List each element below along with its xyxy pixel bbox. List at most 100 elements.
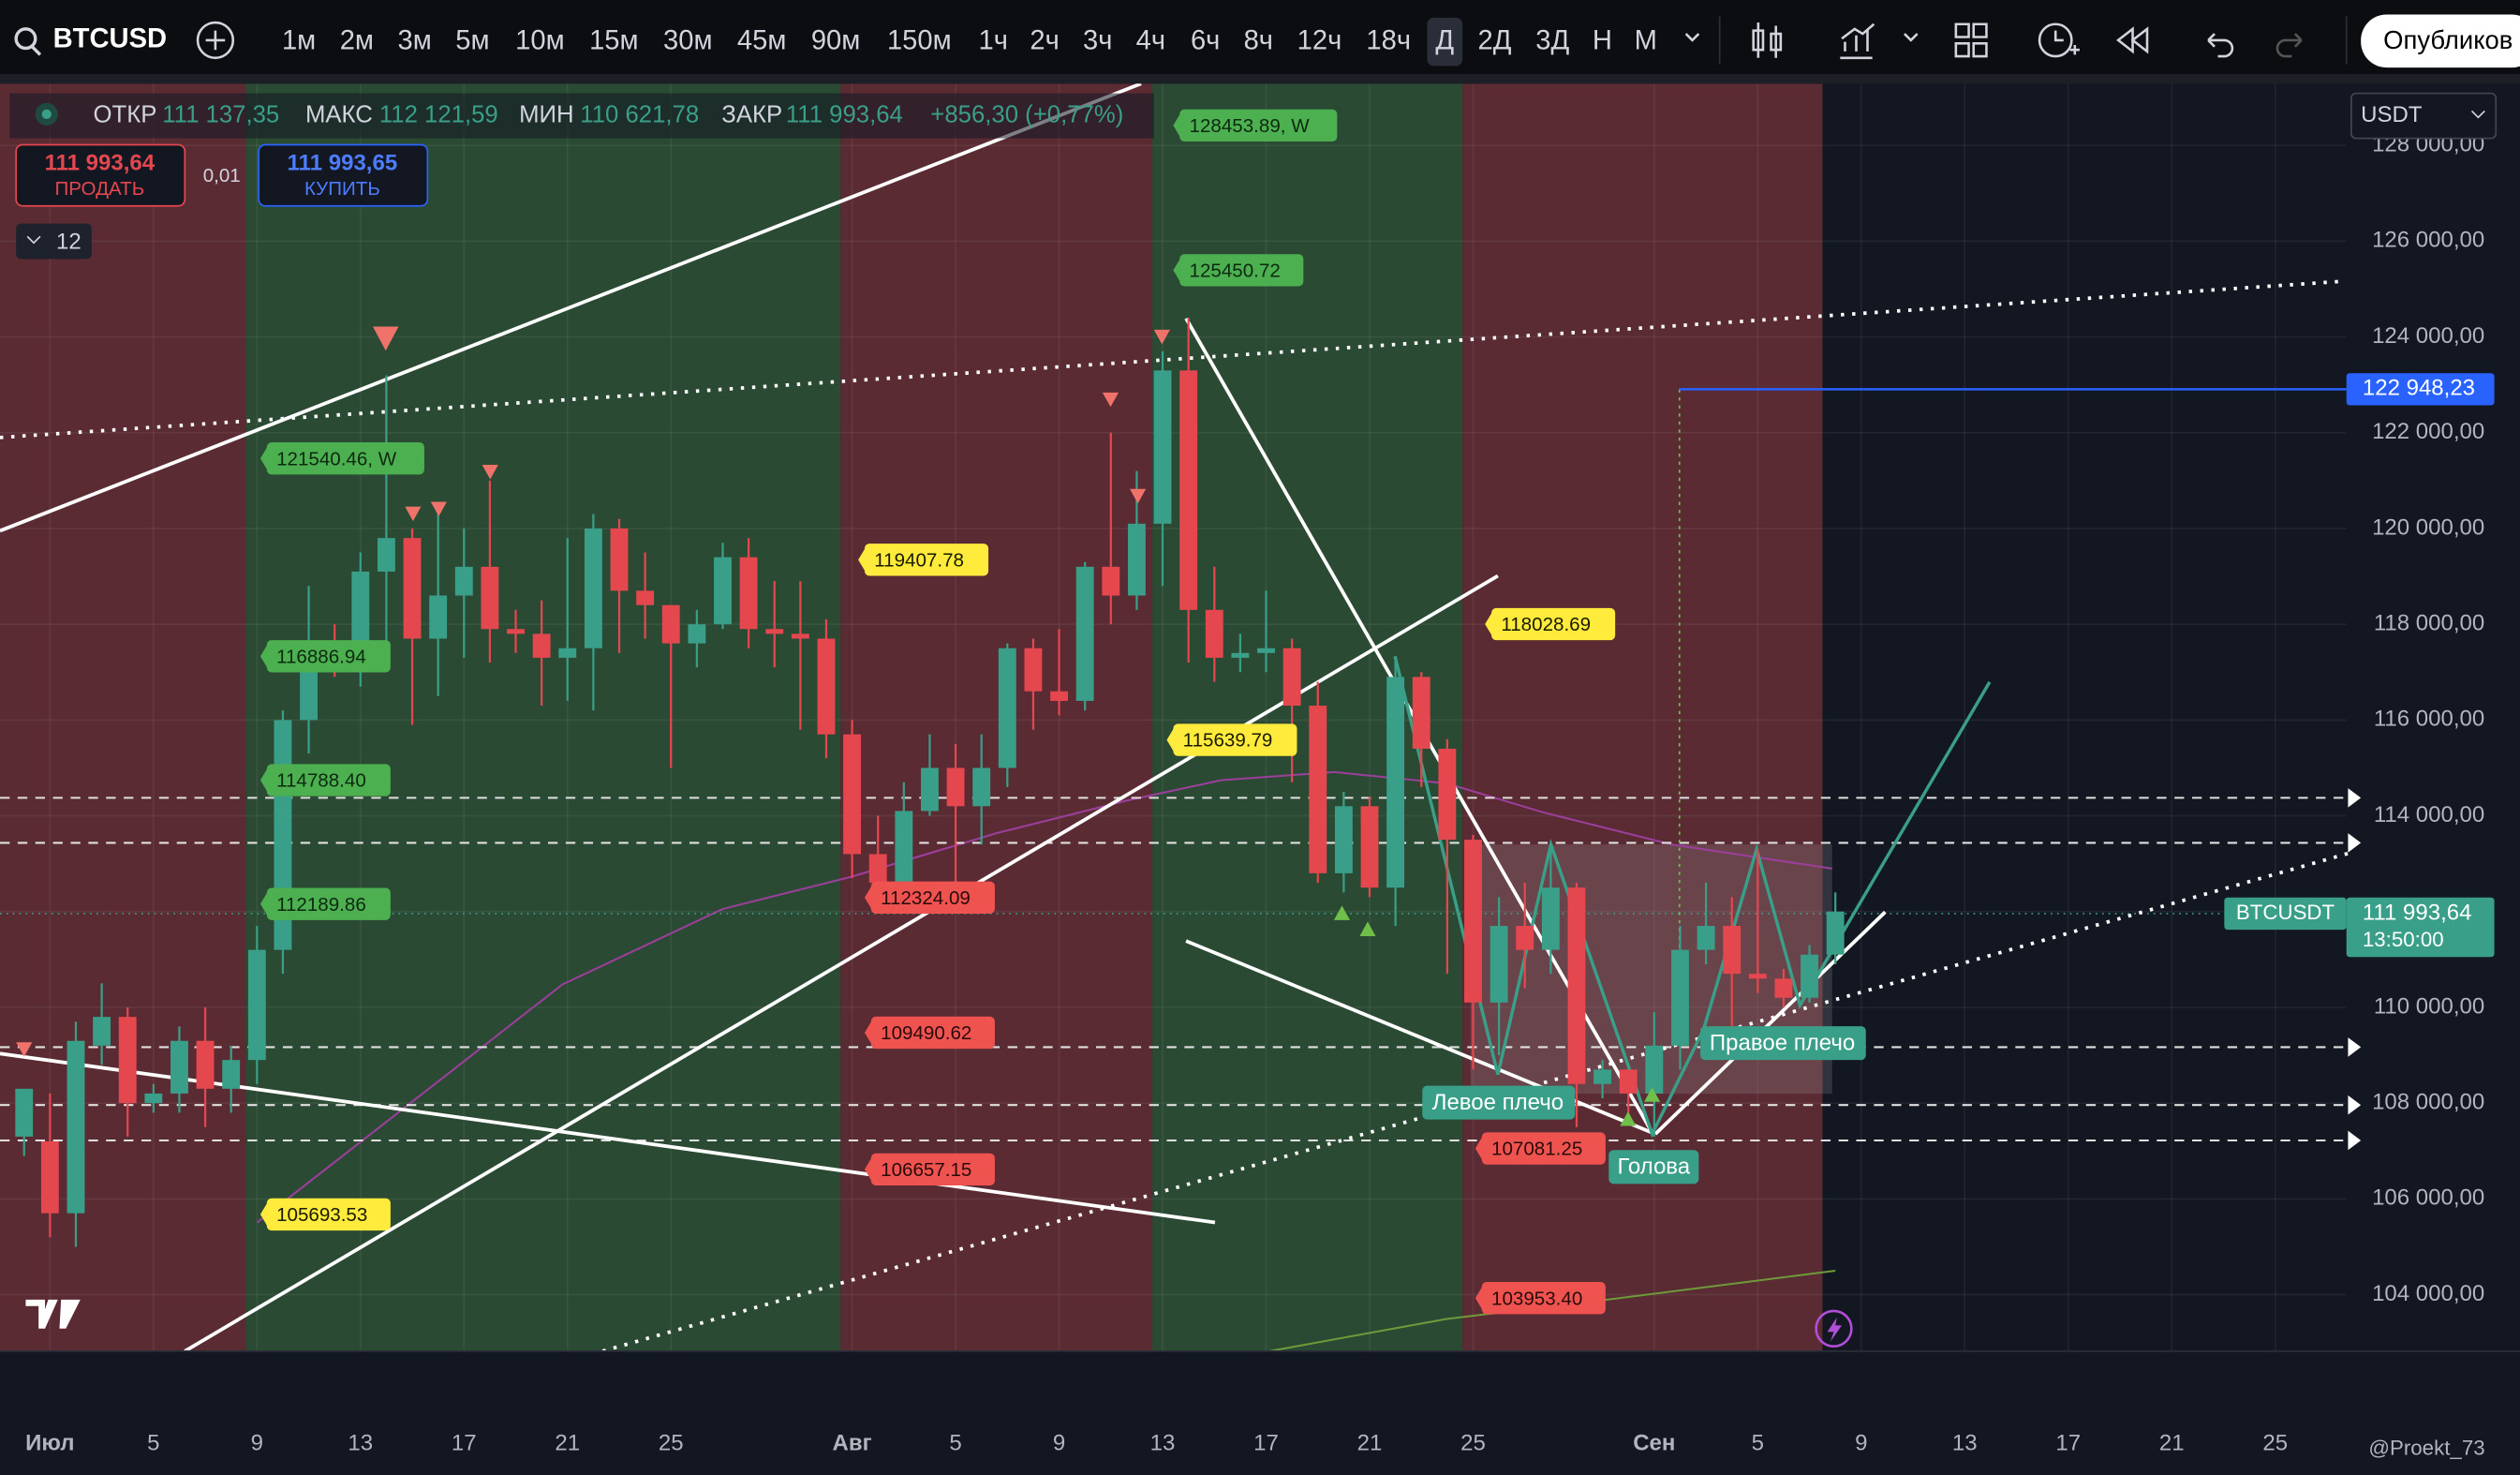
candle-body: [1619, 1069, 1638, 1094]
sell-button[interactable]: [15, 143, 186, 207]
legend-label: ЗАКР: [721, 101, 782, 127]
candle-body: [532, 633, 551, 658]
interval[interactable]: 2м: [340, 25, 374, 55]
interval[interactable]: 5м: [455, 25, 489, 55]
signal-down: [1130, 488, 1147, 504]
x-tick-label: 21: [555, 1431, 580, 1456]
interval[interactable]: 3ч: [1083, 25, 1112, 55]
replay[interactable]: [2116, 26, 2149, 54]
y-tick-label: 126 000,00: [2372, 228, 2484, 253]
candle-body: [584, 528, 602, 648]
interval[interactable]: 3Д: [1535, 25, 1569, 55]
interval[interactable]: 30м: [663, 25, 712, 55]
label-box: [1700, 1026, 1866, 1061]
interval[interactable]: М: [1635, 25, 1657, 55]
pattern-path: [1393, 655, 1992, 1139]
y-tick-label: 122 000,00: [2372, 419, 2484, 444]
status-dot: [35, 102, 58, 126]
interval[interactable]: 6ч: [1191, 25, 1220, 55]
price-annotation: 105693.53: [276, 1204, 367, 1226]
candles: [15, 318, 1845, 1247]
interval[interactable]: 8ч: [1244, 25, 1273, 55]
candle-body: [636, 590, 655, 605]
interval[interactable]: 2ч: [1030, 25, 1059, 55]
interval[interactable]: 4ч: [1136, 25, 1165, 55]
layouts[interactable]: [1954, 22, 1988, 58]
y-tick-label: 116 000,00: [2374, 707, 2484, 732]
indicators-toggle[interactable]: [16, 223, 92, 260]
undo[interactable]: [2207, 33, 2234, 58]
interval[interactable]: 15м: [589, 25, 638, 55]
x-tick-label: 9: [1053, 1431, 1065, 1456]
interval[interactable]: 2Д: [1477, 25, 1511, 55]
label-box: [1608, 1150, 1699, 1184]
candle-body: [93, 1017, 111, 1046]
symbol[interactable]: BTCUSD: [53, 24, 167, 54]
chart-type[interactable]: [1752, 22, 1783, 58]
interval[interactable]: 10м: [515, 25, 564, 55]
interval[interactable]: Д: [1435, 25, 1454, 55]
interval[interactable]: Н: [1593, 25, 1612, 55]
alert[interactable]: [2038, 22, 2073, 58]
signal-up: [1359, 921, 1376, 936]
search-icon[interactable]: [14, 27, 37, 51]
bolt: [1827, 1317, 1843, 1342]
compare-button[interactable]: [196, 21, 235, 60]
label-box: [266, 1198, 391, 1231]
label-box: [266, 442, 424, 475]
interval[interactable]: 90м: [811, 25, 860, 55]
label-box: [1481, 1282, 1606, 1315]
interval[interactable]: 150м: [887, 25, 952, 55]
chevron[interactable]: [1904, 33, 1919, 42]
interval[interactable]: 3м: [397, 25, 431, 55]
interval[interactable]: 1ч: [979, 25, 1008, 55]
buy-button[interactable]: [258, 143, 429, 207]
label-box: [1173, 723, 1297, 756]
candle-body: [429, 595, 448, 639]
search-handle: [31, 45, 42, 56]
candle-body: [791, 633, 809, 639]
label-box: [870, 1016, 995, 1050]
legend-value: 111 993,64: [786, 101, 903, 127]
time-axis: Июл 5 9 13 17 21 25 Авг 5 9 13 17 21 25 Сен 5 9 13 17 21 25: [25, 1431, 2288, 1456]
legend-value: 111 137,35: [162, 101, 279, 127]
candle-body: [1826, 911, 1845, 955]
interval[interactable]: 18ч: [1366, 25, 1411, 55]
tv-logo: [25, 1299, 81, 1329]
candle-body: [481, 566, 499, 630]
legend-value: 110 621,78: [580, 101, 699, 127]
candle-body: [377, 538, 395, 572]
pattern-label: Левое плечо: [1432, 1090, 1564, 1115]
candle-body: [144, 1093, 163, 1104]
price-annotation: 109490.62: [881, 1022, 971, 1044]
signal-down: [16, 1042, 33, 1057]
interval[interactable]: 45м: [737, 25, 786, 55]
candle-body: [843, 734, 862, 855]
label-box: [266, 640, 391, 673]
indicators-icon[interactable]: [1840, 22, 1875, 60]
currency-select[interactable]: [2350, 92, 2498, 140]
candle-body: [1464, 840, 1482, 1003]
intervals: 1м 2м 3м 5м 10м 15м 30м 45м 90м 150м 1ч 2ч 3ч 4ч 6ч 8ч 1…: [282, 25, 1657, 55]
candle-body: [1257, 648, 1275, 653]
label-box: [870, 881, 995, 914]
signal-up: [1333, 905, 1351, 920]
chevron[interactable]: [1684, 33, 1700, 42]
currency: USDT: [2361, 102, 2423, 127]
publish-button[interactable]: [2361, 14, 2520, 68]
buy-price: 111 993,65: [288, 150, 398, 175]
target-price: 122 948,23: [2363, 376, 2475, 401]
interval[interactable]: 1м: [282, 25, 316, 55]
label-box: [864, 544, 989, 576]
x-tick-label: Июл: [25, 1431, 74, 1456]
y-tick-label: 124 000,00: [2372, 323, 2484, 349]
price-annotation: 107081.25: [1491, 1139, 1582, 1160]
redo[interactable]: [2275, 33, 2303, 58]
alert-icon[interactable]: [1815, 1309, 1853, 1348]
candle-body: [15, 1088, 34, 1137]
moving-average: [256, 770, 1832, 1224]
label-box: [870, 1153, 995, 1186]
interval[interactable]: 12ч: [1297, 25, 1342, 55]
arrow: [2348, 833, 2362, 853]
